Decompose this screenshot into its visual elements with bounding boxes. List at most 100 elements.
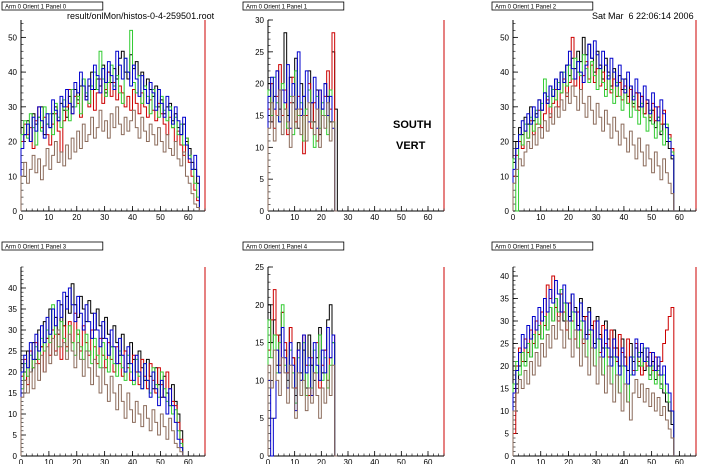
x-tick-label: 60	[675, 458, 684, 464]
panel-title-box	[1, 1, 104, 11]
x-tick-label: 20	[72, 458, 81, 464]
y-tick-label: 10	[255, 376, 264, 385]
x-tick-label: 10	[44, 458, 53, 464]
x-tick-label: 10	[290, 213, 299, 222]
histogram-panel: Arm 0 Orient 1 Panel 4 0 5 10 15 20 25 0 10 20 30 4…	[242, 241, 445, 464]
histogram-series	[512, 280, 675, 456]
histogram-series	[512, 85, 675, 211]
y-tick-label: 10	[8, 172, 17, 181]
y-tick-label: 30	[500, 317, 509, 326]
y-tick-label: 20	[255, 301, 264, 310]
y-tick-label: 50	[8, 33, 17, 42]
y-tick-label: 15	[255, 339, 264, 348]
x-tick-label: 50	[397, 213, 406, 222]
y-tick-label: 10	[500, 172, 509, 181]
x-tick-label: 0	[19, 458, 24, 464]
x-tick-label: 60	[675, 213, 684, 222]
y-tick-label: 15	[255, 112, 264, 121]
histogram-series	[512, 54, 675, 212]
x-tick-label: 0	[19, 213, 24, 222]
histogram-panel: Arm 0 Orient 1 Panel 1 0 5 10 15 20 25 30 0 10 20 3…	[242, 1, 445, 222]
histogram-series	[20, 71, 200, 211]
x-tick-label: 30	[592, 458, 601, 464]
y-tick-label: 5	[260, 414, 265, 423]
histogram-series	[20, 329, 184, 456]
x-tick-label: 60	[184, 458, 193, 464]
x-tick-label: 0	[266, 213, 271, 222]
y-tick-label: 20	[8, 368, 17, 377]
y-tick-label: 15	[8, 389, 17, 398]
x-tick-label: 40	[128, 458, 137, 464]
panel-title-box	[242, 241, 345, 251]
y-tick-label: 10	[500, 407, 509, 416]
x-tick-label: 30	[100, 213, 109, 222]
y-tick-label: 30	[8, 326, 17, 335]
x-tick-label: 10	[44, 213, 53, 222]
histogram-series	[20, 304, 184, 456]
x-tick-label: 50	[397, 458, 406, 464]
x-tick-label: 60	[184, 213, 193, 222]
x-tick-label: 50	[647, 213, 656, 222]
panel-title: Arm 0 Orient 1 Panel 5	[495, 244, 557, 250]
histogram-series	[20, 50, 200, 211]
panel-title: Arm 0 Orient 1 Panel 0	[5, 4, 67, 10]
histogram-series	[267, 349, 338, 457]
x-tick-label: 20	[317, 213, 326, 222]
x-tick-label: 40	[370, 458, 379, 464]
y-tick-label: 10	[255, 143, 264, 152]
panel-title-box	[491, 1, 594, 11]
x-tick-label: 50	[647, 458, 656, 464]
x-tick-label: 30	[344, 458, 353, 464]
x-tick-label: 0	[511, 213, 516, 222]
x-tick-label: 30	[344, 213, 353, 222]
x-tick-label: 40	[128, 213, 137, 222]
panel-title-box	[491, 241, 594, 251]
datetime-label: Sat Mar 6 22:06:14 2006	[592, 11, 694, 21]
south-label: SOUTH	[393, 119, 432, 131]
panel-title-box	[1, 241, 104, 251]
y-tick-label: 25	[255, 263, 264, 272]
y-tick-label: 25	[8, 347, 17, 356]
y-tick-label: 20	[8, 138, 17, 147]
histogram-series	[512, 316, 675, 456]
x-tick-label: 10	[536, 458, 545, 464]
x-tick-label: 50	[156, 458, 165, 464]
y-tick-label: 50	[500, 33, 509, 42]
x-tick-label: 40	[619, 458, 628, 464]
x-tick-label: 30	[100, 458, 109, 464]
y-tick-label: 30	[8, 103, 17, 112]
panel-title: Arm 0 Orient 1 Panel 4	[246, 244, 308, 250]
y-tick-label: 25	[500, 340, 509, 349]
y-tick-label: 30	[255, 16, 264, 25]
y-tick-label: 40	[500, 68, 509, 77]
x-tick-label: 20	[564, 213, 573, 222]
x-tick-label: 40	[370, 213, 379, 222]
y-tick-label: 0	[13, 452, 18, 461]
y-tick-label: 40	[8, 68, 17, 77]
y-tick-label: 0	[260, 452, 265, 461]
histogram-panel: Arm 0 Orient 1 Panel 3 0 5 10 15 20 25 30 35 40 0 1…	[1, 241, 206, 464]
x-tick-label: 50	[156, 213, 165, 222]
y-tick-label: 0	[260, 207, 265, 216]
y-tick-label: 10	[8, 410, 17, 419]
x-tick-label: 10	[290, 458, 299, 464]
y-tick-label: 0	[505, 207, 510, 216]
file-path-label: result/onlMon/histos-0-4-259501.root	[67, 11, 215, 21]
histogram-series	[512, 289, 675, 456]
y-tick-label: 40	[500, 272, 509, 281]
y-tick-label: 25	[255, 48, 264, 57]
y-tick-label: 40	[8, 284, 17, 293]
histogram-series	[20, 287, 184, 456]
histogram-panel: Arm 0 Orient 1 Panel 5 0 5 10 15 20 25 30 35 40 0 1…	[491, 241, 697, 464]
x-tick-label: 60	[424, 213, 433, 222]
histogram-panel: Arm 0 Orient 1 Panel 0 0 10 20 30 40 50 0 10 20 30…	[1, 1, 206, 222]
x-tick-label: 10	[536, 213, 545, 222]
x-tick-label: 0	[266, 458, 271, 464]
y-tick-label: 0	[13, 207, 18, 216]
y-tick-label: 5	[13, 431, 18, 440]
panel-title: Arm 0 Orient 1 Panel 3	[5, 244, 67, 250]
histogram-series	[512, 40, 675, 211]
y-tick-label: 15	[500, 385, 509, 394]
x-tick-label: 20	[317, 458, 326, 464]
